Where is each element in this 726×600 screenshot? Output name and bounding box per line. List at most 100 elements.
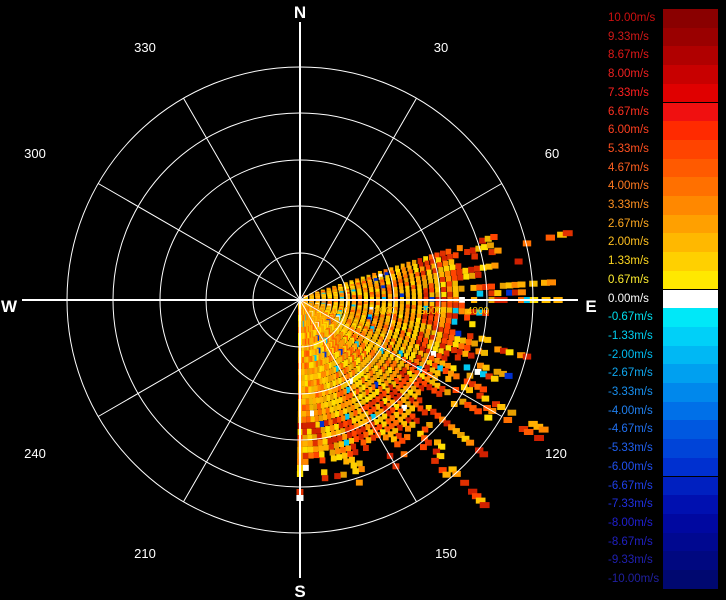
radar-return-cell xyxy=(417,258,423,265)
radar-return-cell xyxy=(349,425,355,431)
radar-return-cell xyxy=(313,409,318,416)
radar-return-cell xyxy=(371,391,376,398)
radar-return-cell xyxy=(523,429,534,435)
radar-return-cell xyxy=(423,337,428,344)
radar-return-cell xyxy=(452,313,458,320)
radar-return-cell xyxy=(393,310,398,317)
radar-return-cell xyxy=(400,263,405,270)
radar-return-cell xyxy=(418,385,425,392)
radar-return-cell xyxy=(398,381,404,388)
radar-return-cell xyxy=(382,390,387,397)
radar-return-cell xyxy=(399,307,404,314)
radar-return-cell xyxy=(314,415,319,422)
radar-return-cell xyxy=(411,289,416,295)
radar-return-cell xyxy=(445,271,451,277)
radar-return-cell xyxy=(454,336,461,343)
radar-return-cell xyxy=(432,448,441,455)
radar-return-cell xyxy=(428,310,434,317)
legend-label: -1.33m/s xyxy=(608,329,653,342)
radar-return-cell xyxy=(330,430,336,437)
radar-return-cell xyxy=(452,470,461,477)
radar-return-cell xyxy=(448,424,456,431)
radar-return-cell xyxy=(377,416,384,423)
legend-entry: 6.00m/s xyxy=(606,121,718,140)
radar-return-cell xyxy=(342,388,347,395)
legend-label: 8.00m/s xyxy=(608,68,649,81)
radar-return-cell xyxy=(432,346,438,353)
radar-return-cell xyxy=(373,419,379,426)
radar-return-cell xyxy=(457,274,464,281)
radar-return-cell xyxy=(492,401,500,408)
radar-return-cell xyxy=(330,455,337,462)
radar-return-cell xyxy=(351,376,356,383)
radar-return-cell xyxy=(428,254,434,261)
radar-return-cell xyxy=(382,398,388,405)
radar-return-cell xyxy=(445,317,452,324)
radar-return-cell xyxy=(399,282,403,289)
legend-entry: 5.33m/s xyxy=(606,139,718,159)
radar-return-cell xyxy=(409,273,414,280)
legend-entry: -6.67m/s xyxy=(606,476,718,496)
radar-return-cell xyxy=(306,356,311,363)
radar-return-cell xyxy=(416,276,421,283)
radar-return-cell xyxy=(321,390,326,397)
radar-return-cell xyxy=(308,398,313,405)
range-label-2000: 2000 xyxy=(374,306,397,317)
radar-return-cell xyxy=(309,362,314,368)
radar-return-cell xyxy=(370,414,376,420)
radar-return-cell xyxy=(476,290,484,297)
legend-label: -9.33m/s xyxy=(608,554,653,567)
radar-return-cell xyxy=(378,369,383,376)
radar-return-cell xyxy=(406,332,411,339)
radar-return-cell xyxy=(421,380,428,387)
legend-swatch xyxy=(663,102,718,122)
radar-return-cell xyxy=(396,392,402,399)
radar-return-cell xyxy=(330,412,336,419)
radar-return-cell xyxy=(413,263,418,270)
radar-return-cell xyxy=(302,428,307,435)
radar-return-cell xyxy=(329,355,333,362)
radar-return-cell xyxy=(416,397,423,404)
radar-return-cell xyxy=(310,367,315,374)
radar-return-cell xyxy=(403,353,409,360)
legend-label: 5.33m/s xyxy=(608,142,649,155)
radar-return-cell xyxy=(421,435,428,442)
radar-return-cell xyxy=(421,270,426,277)
radar-return-cell xyxy=(428,278,434,285)
legend-entry: 10.00m/s xyxy=(606,9,718,28)
radar-return-cell xyxy=(464,314,471,321)
radar-return-cell xyxy=(343,439,350,446)
radar-return-cell xyxy=(387,300,392,307)
radar-return-cell xyxy=(428,283,434,290)
bearing-spoke xyxy=(97,299,301,417)
radar-return-cell xyxy=(332,436,338,443)
radar-return-cell xyxy=(399,371,405,378)
radar-return-cell xyxy=(345,366,349,373)
radar-return-cell xyxy=(395,265,399,272)
legend-swatch xyxy=(663,233,718,253)
legend-label: -3.33m/s xyxy=(608,386,653,398)
radar-return-cell xyxy=(475,497,486,504)
radar-return-cell xyxy=(333,442,339,449)
radar-return-cell xyxy=(423,310,428,317)
radar-return-cell xyxy=(378,401,384,407)
radar-return-cell xyxy=(446,307,453,314)
radar-return-cell xyxy=(389,267,394,274)
radar-return-cell xyxy=(397,374,402,381)
radar-return-cell xyxy=(448,370,454,377)
radar-return-cell xyxy=(408,397,415,404)
radar-return-cell xyxy=(506,289,514,296)
legend-entry: -8.00m/s xyxy=(606,513,718,533)
radar-return-cell xyxy=(300,375,305,381)
radar-return-cell xyxy=(438,467,447,474)
radar-return-cell xyxy=(390,364,395,370)
radar-return-cell xyxy=(309,380,314,387)
legend-entry: -3.33m/s xyxy=(606,383,718,402)
radar-return-cell xyxy=(448,259,455,266)
radar-return-cell xyxy=(393,404,399,410)
radar-return-cell xyxy=(322,364,327,371)
radar-return-cell xyxy=(331,380,336,387)
radar-return-cell xyxy=(389,392,395,398)
radar-return-cell xyxy=(412,393,418,400)
legend-entry: -2.67m/s xyxy=(606,364,718,383)
